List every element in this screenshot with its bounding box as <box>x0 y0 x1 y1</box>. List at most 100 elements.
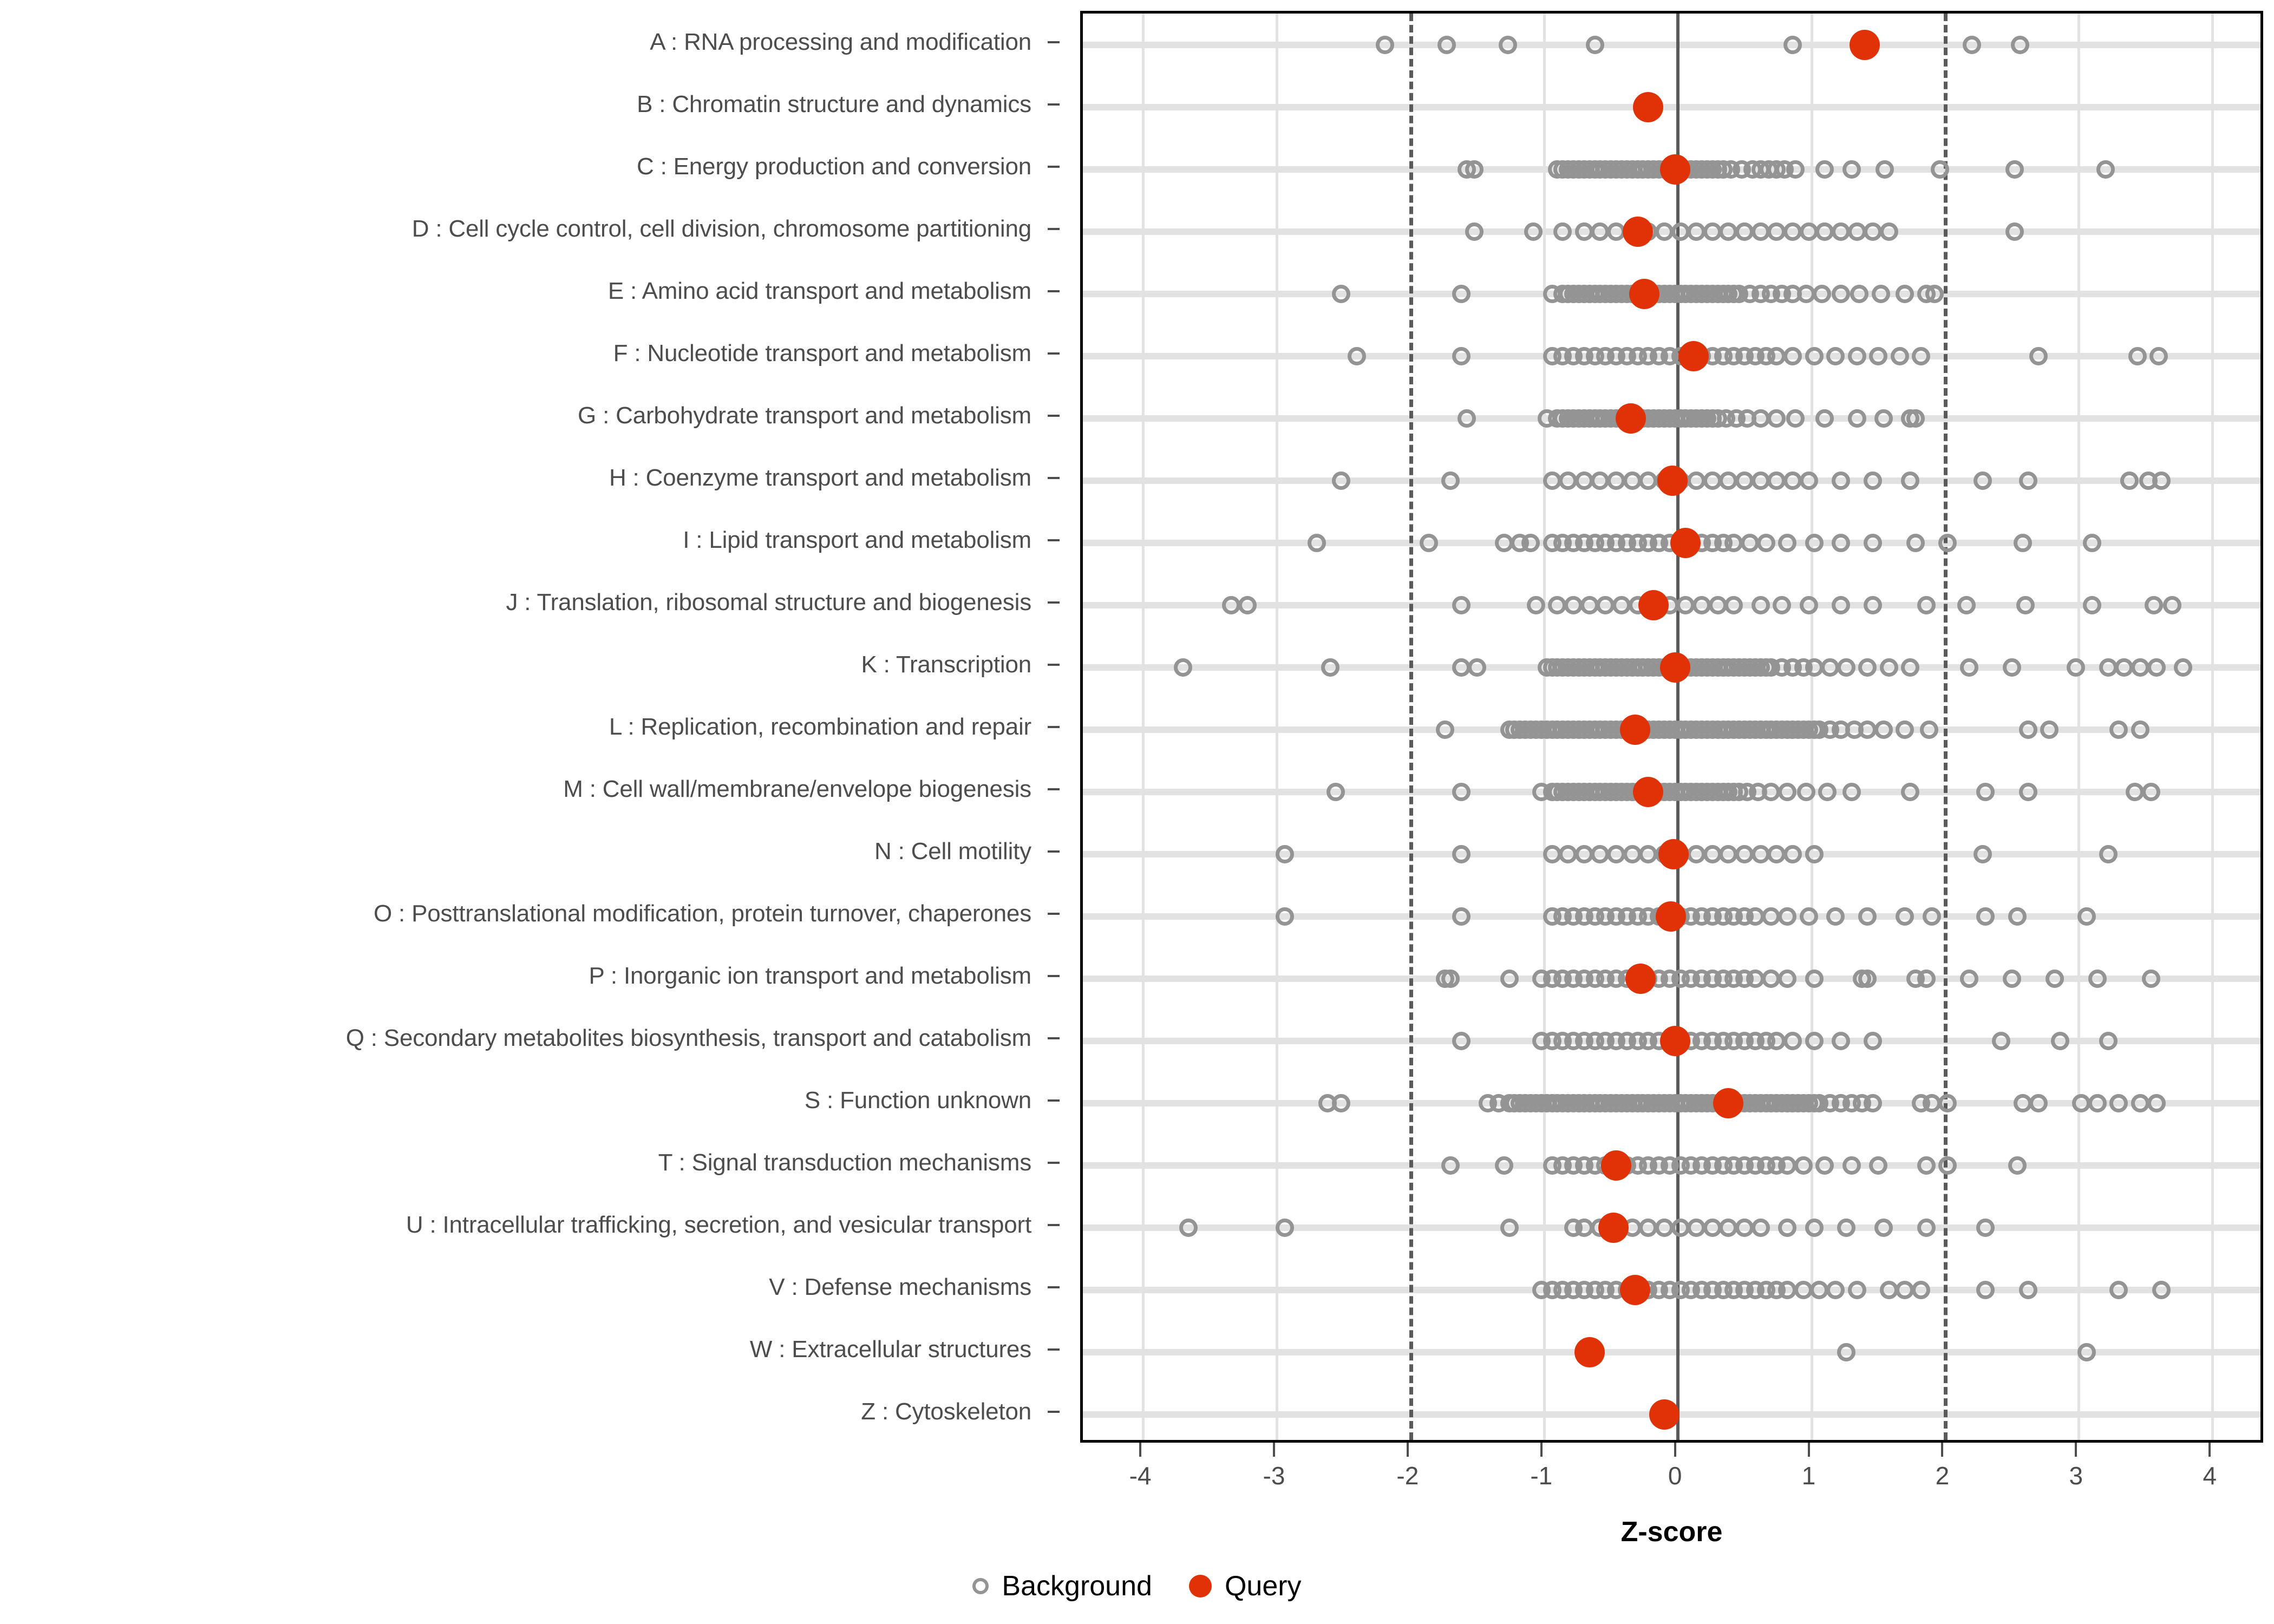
background-point <box>2040 720 2059 739</box>
background-point <box>1778 907 1797 926</box>
background-point <box>1938 1156 1957 1175</box>
background-point <box>2088 969 2107 988</box>
background-point <box>2109 1280 2128 1299</box>
vertical-gridline <box>1142 14 1145 1440</box>
background-point <box>1831 533 1850 552</box>
background-point <box>1938 1093 1957 1112</box>
background-point <box>2152 471 2171 490</box>
y-axis-label: Q : Secondary metabolites biosynthesis, … <box>345 1024 1031 1051</box>
background-point <box>2147 658 2166 677</box>
background-point <box>2002 969 2021 988</box>
query-point <box>1622 216 1653 247</box>
y-axis-tick <box>1048 165 1060 168</box>
y-axis-label: U : Intracellular trafficking, secretion… <box>406 1211 1031 1238</box>
background-point <box>1912 346 1931 365</box>
background-point <box>1879 222 1898 241</box>
background-point <box>1858 907 1877 926</box>
background-point <box>1864 595 1883 614</box>
background-point <box>2018 1280 2037 1299</box>
y-axis-label: I : Lipid transport and metabolism <box>683 526 1031 553</box>
background-point <box>1526 595 1545 614</box>
x-axis-tick <box>1807 1443 1810 1457</box>
background-point <box>1864 533 1883 552</box>
background-point <box>1786 160 1805 179</box>
x-axis-tick-label: -4 <box>1129 1462 1152 1490</box>
background-point <box>2010 35 2029 54</box>
background-point <box>2083 533 2102 552</box>
y-axis-tick <box>1048 1410 1060 1413</box>
background-point <box>1805 1218 1824 1237</box>
background-point <box>1331 284 1350 303</box>
background-point <box>1500 1218 1519 1237</box>
background-point <box>1499 35 1518 54</box>
background-point <box>1917 1218 1936 1237</box>
background-point <box>1331 1093 1350 1112</box>
y-axis-labels: A : RNA processing and modification B : C… <box>0 0 1064 1451</box>
background-point <box>1906 533 1925 552</box>
background-point <box>1912 1280 1931 1299</box>
x-axis-tick <box>1540 1443 1543 1457</box>
background-point <box>1837 1343 1855 1361</box>
query-point <box>1659 1025 1690 1056</box>
background-point <box>1879 658 1898 677</box>
query-point <box>1638 590 1669 620</box>
background-point <box>2013 533 2032 552</box>
x-axis-tick-label: 1 <box>1801 1462 1816 1490</box>
background-point <box>2002 658 2021 677</box>
background-point <box>1348 346 1367 365</box>
background-point <box>1847 346 1866 365</box>
legend-item-background[interactable]: Background <box>972 1570 1152 1602</box>
y-axis-tick <box>1048 41 1060 43</box>
background-point <box>2128 346 2147 365</box>
x-axis-tick-label: 4 <box>2203 1462 2217 1490</box>
background-point <box>1767 409 1786 428</box>
background-point <box>1275 907 1294 926</box>
background-point <box>2029 346 2048 365</box>
background-point <box>1275 1218 1294 1237</box>
background-point <box>1871 284 1890 303</box>
background-point <box>1901 782 1920 801</box>
open-circle-icon <box>972 1578 989 1594</box>
legend-item-query[interactable]: Query <box>1188 1570 1302 1602</box>
background-point <box>1521 533 1540 552</box>
query-point <box>1625 963 1656 994</box>
background-point <box>1864 471 1883 490</box>
background-point <box>2131 720 2149 739</box>
background-point <box>1959 658 1978 677</box>
background-point <box>1896 720 1914 739</box>
y-axis-label: V : Defense mechanisms <box>769 1273 1031 1300</box>
background-point <box>1973 844 1992 863</box>
background-point <box>1783 35 1802 54</box>
background-point <box>1890 346 1909 365</box>
background-point <box>1906 409 1925 428</box>
x-axis-tick-label: -1 <box>1530 1462 1553 1490</box>
background-point <box>1441 1156 1460 1175</box>
y-axis-tick <box>1048 227 1060 230</box>
background-point <box>2045 969 2064 988</box>
background-point <box>2018 782 2037 801</box>
background-point <box>1842 1156 1861 1175</box>
background-point <box>1896 907 1914 926</box>
y-axis-tick <box>1048 663 1060 666</box>
background-point <box>1436 720 1455 739</box>
background-point <box>1959 969 1978 988</box>
background-point <box>1826 907 1845 926</box>
background-point <box>1794 1156 1813 1175</box>
background-point <box>1331 471 1350 490</box>
background-point <box>1858 969 1877 988</box>
query-point <box>1850 29 1880 60</box>
y-axis-tick <box>1048 476 1060 479</box>
horizontal-gridline <box>1083 41 2260 48</box>
background-point <box>1917 1156 1936 1175</box>
x-axis-tick <box>1941 1443 1944 1457</box>
background-point <box>2099 1031 2118 1050</box>
y-axis-tick <box>1048 414 1060 417</box>
x-axis-tick-label: 3 <box>2069 1462 2083 1490</box>
background-point <box>1778 1218 1797 1237</box>
plot-panel <box>1080 11 2263 1443</box>
vertical-gridline <box>2077 14 2081 1440</box>
x-axis-tick-label: 0 <box>1668 1462 1682 1490</box>
legend-label-query: Query <box>1224 1570 1302 1602</box>
background-point <box>1874 409 1893 428</box>
background-point <box>1864 1031 1883 1050</box>
